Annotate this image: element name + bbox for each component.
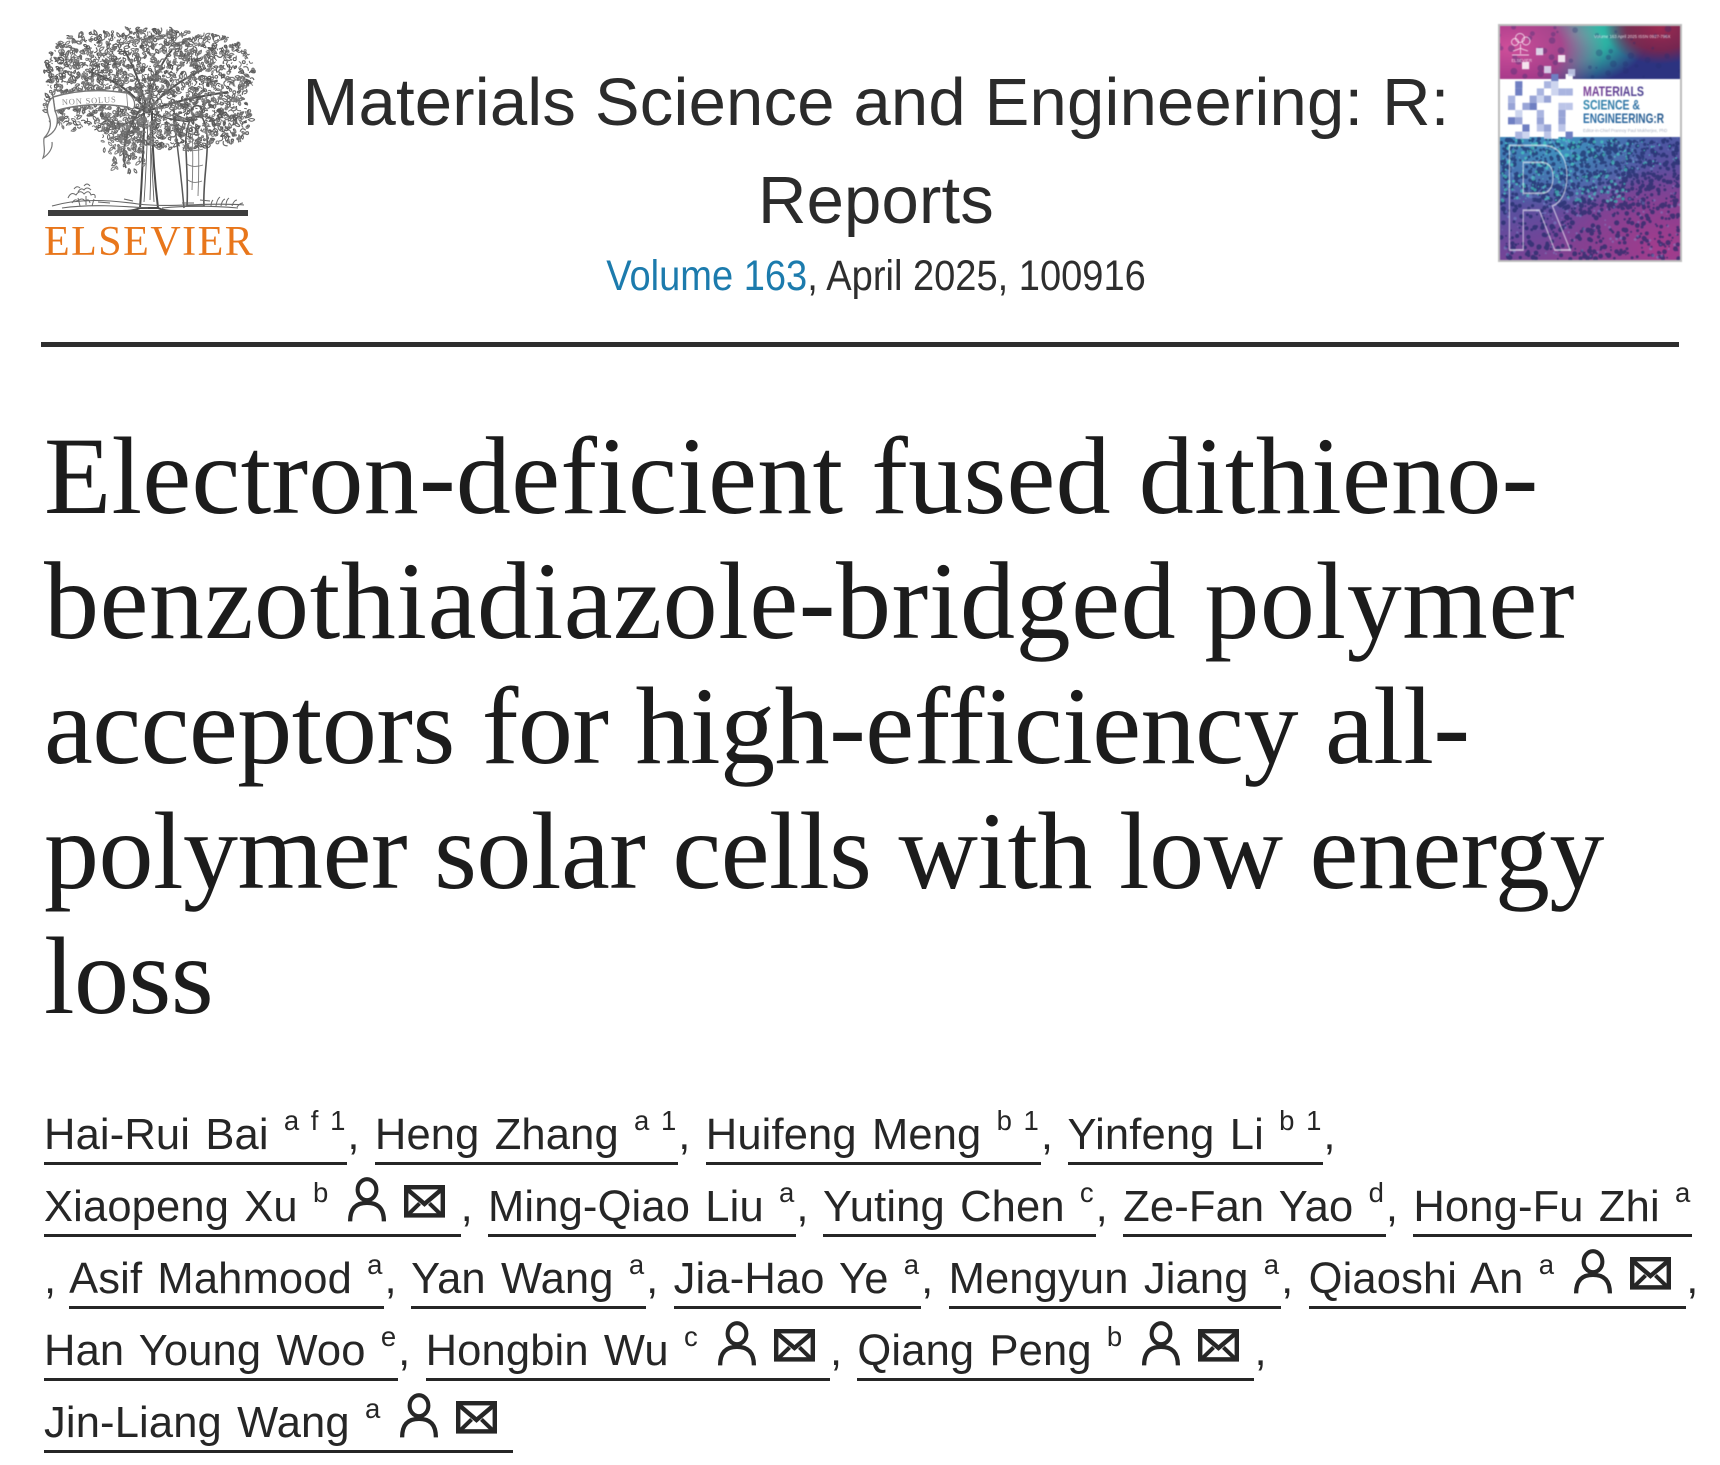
svg-text:R: R <box>1503 112 1572 262</box>
svg-text:ELSEVIER: ELSEVIER <box>44 219 254 262</box>
svg-text:SCIENCE &: SCIENCE & <box>1583 98 1640 113</box>
svg-text:ELSEVIER: ELSEVIER <box>1512 58 1532 63</box>
svg-text:ENGINEERING:R: ENGINEERING:R <box>1583 111 1664 126</box>
svg-text:MATERIALS: MATERIALS <box>1583 84 1644 99</box>
svg-text:NON SOLUS: NON SOLUS <box>62 94 117 107</box>
svg-text:Editor-in-Chief Prannoy Paul M: Editor-in-Chief Prannoy Paul Mukherjee, … <box>1583 128 1667 133</box>
svg-text:Volume 163 April 2025 ISSN 0: Volume 163 April 2025 ISSN 0927-796X <box>1594 34 1671 39</box>
